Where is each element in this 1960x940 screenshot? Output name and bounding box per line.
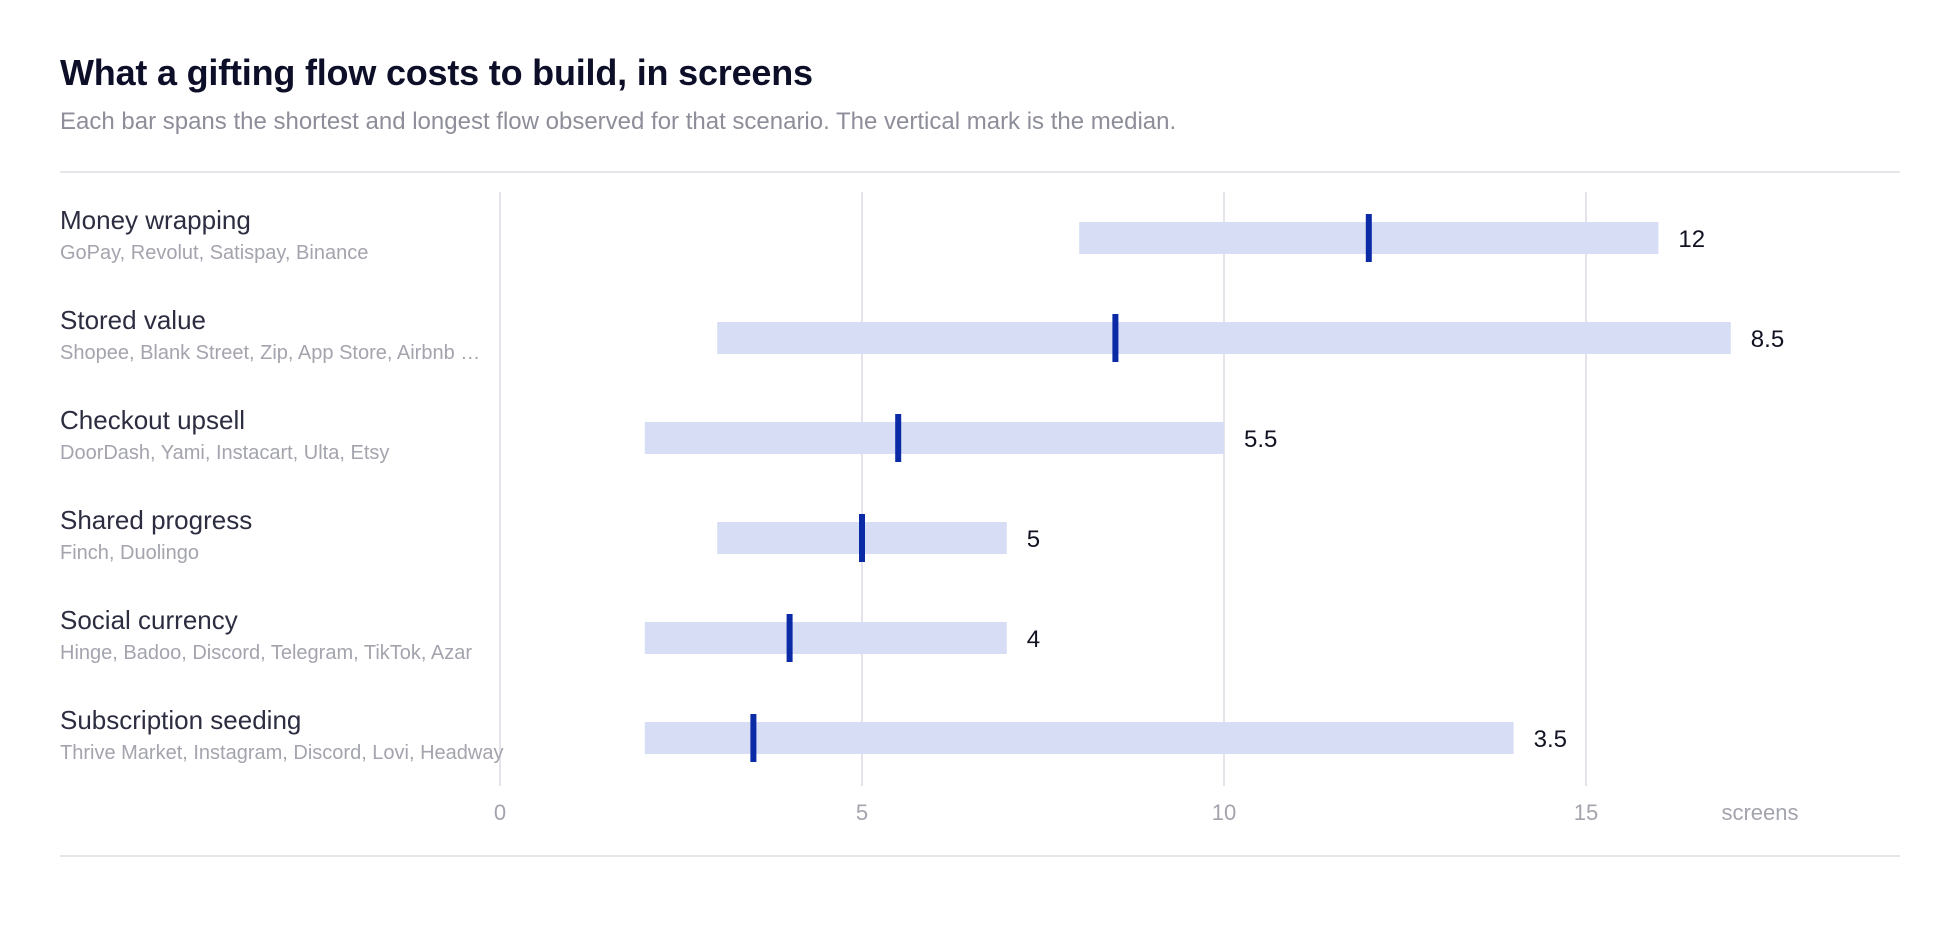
row-apps: DoorDash, Yami, Instacart, Ulta, Etsy (60, 442, 389, 464)
median-value-label: 5 (1027, 526, 1040, 553)
chart-title: What a gifting flow costs to build, in s… (60, 52, 813, 93)
median-mark (786, 614, 793, 662)
row-label: Checkout upsell (60, 405, 245, 435)
x-tick-label: 0 (494, 800, 506, 825)
row-label: Stored value (60, 305, 206, 335)
median-mark (895, 414, 902, 462)
median-mark (1365, 214, 1372, 262)
range-bar (644, 422, 1224, 454)
median-value-label: 12 (1678, 226, 1705, 253)
range-bar (644, 622, 1007, 654)
row-label: Money wrapping (60, 205, 251, 235)
median-value-label: 4 (1027, 626, 1040, 653)
row-apps: Hinge, Badoo, Discord, Telegram, TikTok,… (60, 642, 472, 664)
bottom-divider (60, 855, 1900, 857)
row-apps: GoPay, Revolut, Satispay, Binance (60, 242, 368, 264)
chart-subtitle: Each bar spans the shortest and longest … (60, 108, 1177, 135)
top-divider (60, 171, 1900, 173)
median-mark (1112, 314, 1119, 362)
row-apps: Thrive Market, Instagram, Discord, Lovi,… (60, 742, 504, 764)
range-bar (644, 722, 1514, 754)
row-apps: Finch, Duolingo (60, 542, 199, 564)
x-tick-label: 10 (1212, 800, 1236, 825)
range-bar (717, 322, 1731, 354)
row-label: Shared progress (60, 505, 252, 535)
median-value-label: 8.5 (1751, 326, 1784, 353)
row-label: Subscription seeding (60, 705, 301, 735)
x-axis-unit-label: screens (1721, 800, 1798, 825)
median-value-label: 3.5 (1534, 726, 1567, 753)
x-tick-label: 15 (1574, 800, 1598, 825)
x-tick-label: 5 (856, 800, 868, 825)
median-mark (859, 514, 865, 562)
row-label: Social currency (60, 605, 238, 635)
median-mark (750, 714, 757, 762)
median-value-label: 5.5 (1244, 426, 1277, 453)
row-apps: Shopee, Blank Street, Zip, App Store, Ai… (60, 342, 480, 364)
